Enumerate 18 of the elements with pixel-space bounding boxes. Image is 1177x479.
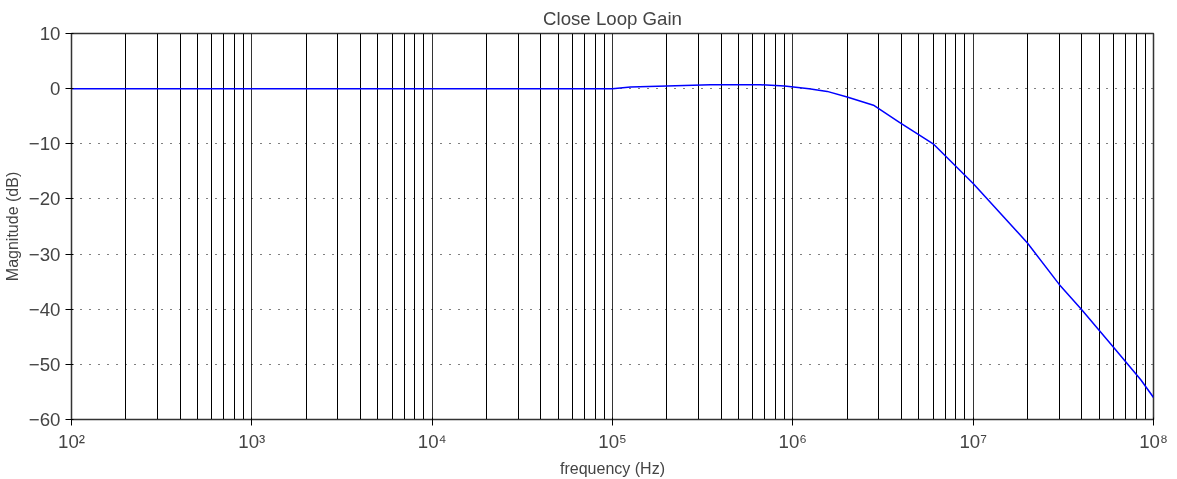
y-tick-label: 10 bbox=[39, 23, 61, 44]
x-axis-title: frequency (Hz) bbox=[560, 459, 665, 477]
y-axis-title: Magnitude (dB) bbox=[3, 171, 21, 282]
x-tick-label: 10³ bbox=[238, 430, 266, 452]
x-tick-label: 10⁶ bbox=[778, 430, 808, 452]
y-tick-label: −60 bbox=[28, 409, 61, 430]
x-tick-label: 10⁵ bbox=[598, 430, 627, 452]
y-tick-label: −20 bbox=[28, 188, 61, 210]
chart-title: Close Loop Gain bbox=[543, 7, 682, 29]
y-tick-label: −50 bbox=[28, 353, 61, 375]
x-tick-label: 10⁴ bbox=[417, 430, 447, 452]
x-tick-label: 10⁸ bbox=[1139, 430, 1168, 452]
x-tick-label: 10⁷ bbox=[959, 430, 987, 452]
y-tick-label: −40 bbox=[28, 298, 61, 320]
y-tick-label: −10 bbox=[28, 133, 61, 155]
y-tick-label: 0 bbox=[50, 78, 61, 100]
y-tick-label: −30 bbox=[28, 243, 61, 265]
x-tick-label: 10² bbox=[58, 430, 85, 452]
